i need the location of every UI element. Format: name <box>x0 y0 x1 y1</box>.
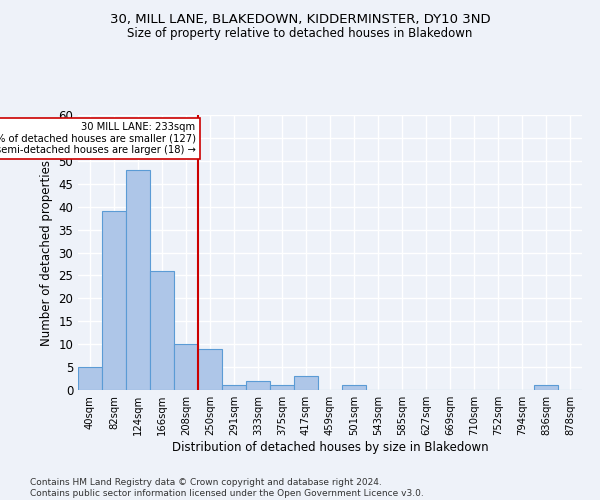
Bar <box>222 386 246 390</box>
Bar <box>246 381 270 390</box>
Text: Contains HM Land Registry data © Crown copyright and database right 2024.
Contai: Contains HM Land Registry data © Crown c… <box>30 478 424 498</box>
X-axis label: Distribution of detached houses by size in Blakedown: Distribution of detached houses by size … <box>172 441 488 454</box>
Bar <box>342 386 366 390</box>
Bar <box>174 344 198 390</box>
Text: 30 MILL LANE: 233sqm
← 88% of detached houses are smaller (127)
12% of semi-deta: 30 MILL LANE: 233sqm ← 88% of detached h… <box>0 122 196 155</box>
Text: Size of property relative to detached houses in Blakedown: Size of property relative to detached ho… <box>127 28 473 40</box>
Y-axis label: Number of detached properties: Number of detached properties <box>40 160 53 346</box>
Bar <box>294 376 318 390</box>
Bar <box>150 271 174 390</box>
Bar <box>198 349 222 390</box>
Bar <box>534 386 558 390</box>
Bar <box>102 211 126 390</box>
Bar <box>78 367 102 390</box>
Text: 30, MILL LANE, BLAKEDOWN, KIDDERMINSTER, DY10 3ND: 30, MILL LANE, BLAKEDOWN, KIDDERMINSTER,… <box>110 12 490 26</box>
Bar <box>270 386 294 390</box>
Bar <box>126 170 150 390</box>
